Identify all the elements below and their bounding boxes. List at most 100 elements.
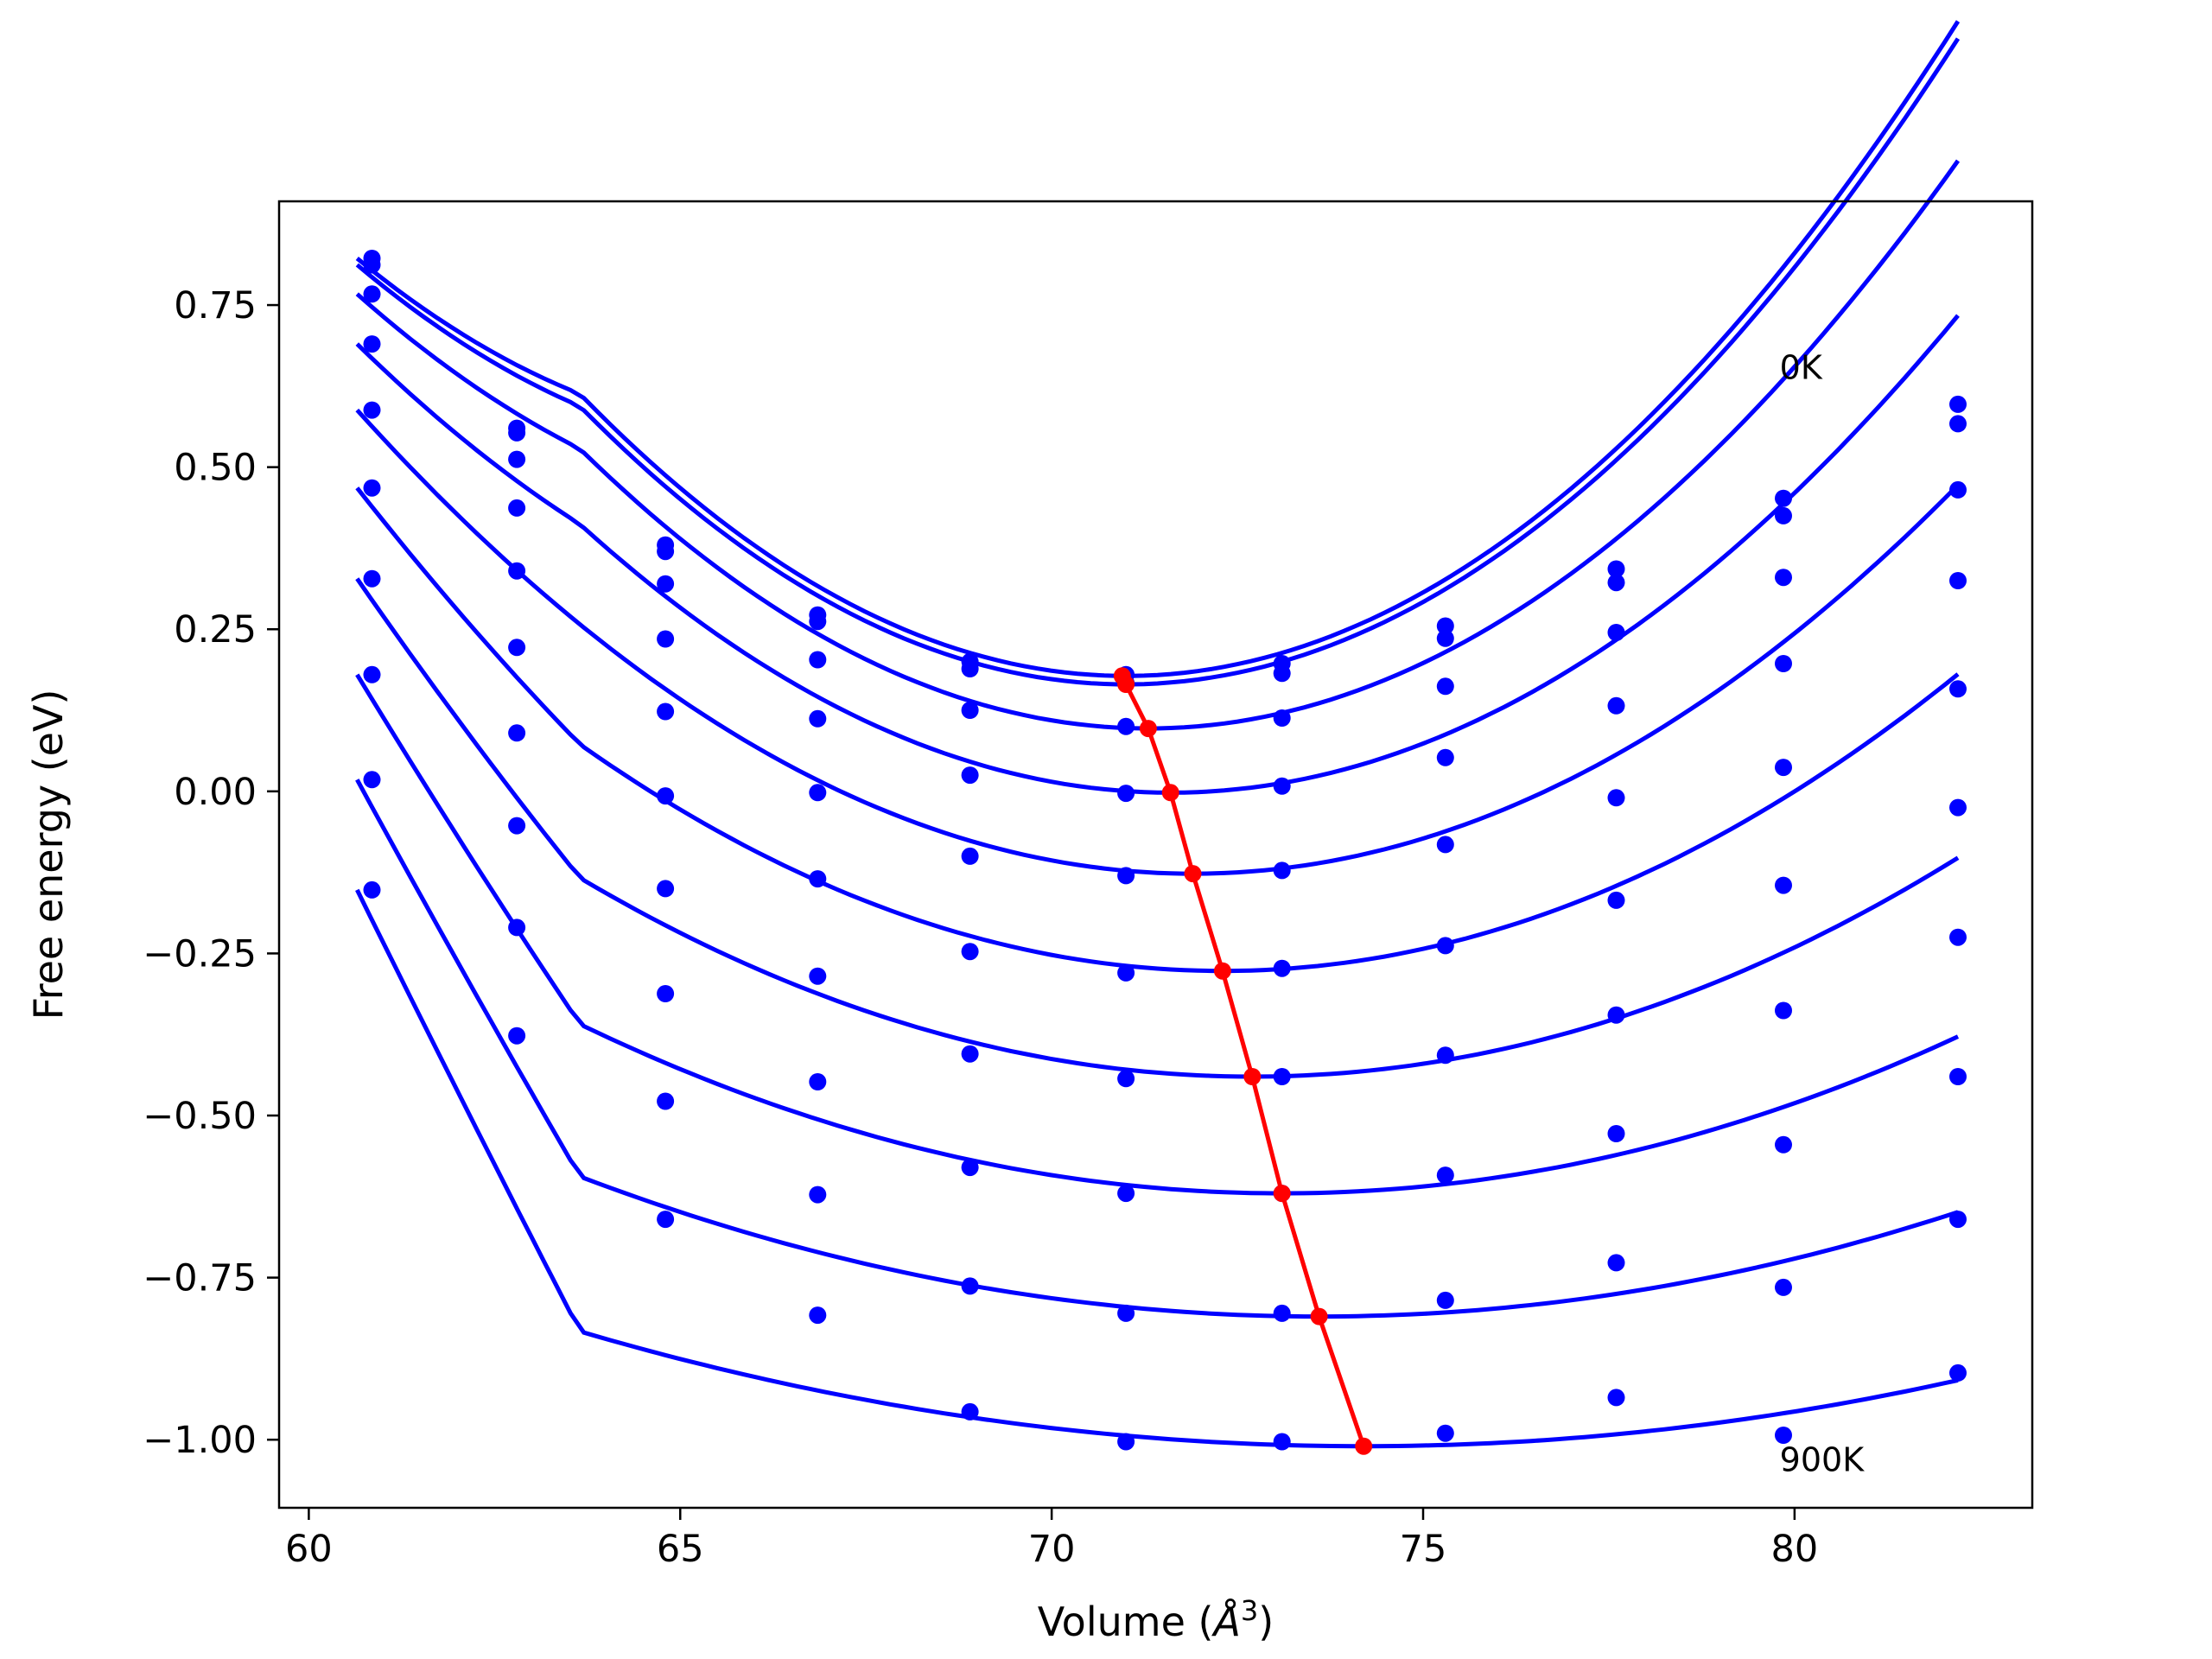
data-point-s10-9 <box>1607 1389 1625 1407</box>
data-point-s9-2 <box>508 918 526 937</box>
y-tick-label: −0.25 <box>143 932 257 976</box>
minimum-point-9 <box>1310 1307 1328 1325</box>
data-point-s9-9 <box>1607 1254 1625 1272</box>
data-point-s10-11 <box>1949 1363 1967 1382</box>
fit-curve-8 <box>355 673 1960 1196</box>
minimum-curve <box>1113 667 1373 1455</box>
x-axis-label-close: ) <box>1258 1599 1274 1645</box>
data-point-s6-4 <box>809 870 827 888</box>
x-tick-label: 70 <box>1028 1528 1076 1571</box>
y-axis-ticks: 0.75 0.50 0.25 0.00 −0.25 −0.50 −0.75 −1.00 <box>143 284 279 1462</box>
data-point-s1-10 <box>1775 489 1792 507</box>
data-point-s10-4 <box>809 1306 827 1325</box>
data-point-s1-9 <box>1607 560 1625 578</box>
y-tick-label: −1.00 <box>143 1419 257 1462</box>
data-point-s9-3 <box>657 1092 675 1110</box>
data-point-s7-10 <box>1775 1001 1792 1020</box>
minimum-point-3 <box>1139 720 1157 738</box>
data-point-s3-3 <box>657 575 675 593</box>
annotations: 0K 900K <box>1780 348 1866 1478</box>
data-point-s4-8 <box>1436 748 1454 766</box>
data-point-s8-3 <box>657 985 675 1002</box>
y-tick-label: −0.50 <box>143 1095 257 1138</box>
data-point-s6-7 <box>1273 959 1291 977</box>
data-point-s7-11 <box>1949 928 1967 946</box>
data-point-s4-10 <box>1775 655 1792 672</box>
data-point-s9-6 <box>1117 1304 1135 1322</box>
minimum-point-8 <box>1273 1185 1291 1203</box>
data-point-s9-7 <box>1273 1304 1291 1322</box>
data-point-s9-4 <box>809 1185 827 1204</box>
data-point-s7-8 <box>1436 1046 1454 1065</box>
data-point-s4-5 <box>961 766 979 785</box>
y-tick-label: 0.00 <box>174 771 257 814</box>
y-tick-label: 0.25 <box>174 608 257 652</box>
data-point-s6-11 <box>1949 798 1967 817</box>
data-point-s5-7 <box>1273 861 1291 880</box>
data-point-s3-7 <box>1273 709 1291 727</box>
data-point-s6-10 <box>1775 876 1792 894</box>
data-point-s3-9 <box>1607 624 1625 641</box>
data-point-s1-11 <box>1949 395 1967 413</box>
data-point-s10-5 <box>961 1402 979 1421</box>
data-point-s7-6 <box>1117 1070 1135 1088</box>
minimum-point-5 <box>1184 865 1202 883</box>
data-point-s7-2 <box>508 724 526 742</box>
fit-curve-10 <box>355 888 1959 1449</box>
data-point-s8-6 <box>1117 1185 1135 1203</box>
data-point-s5-6 <box>1117 867 1135 885</box>
data-point-s4-6 <box>1117 785 1135 803</box>
data-point-s5-1 <box>363 401 381 419</box>
data-point-s8-5 <box>961 1159 979 1177</box>
data-point-s4-11 <box>1949 572 1967 589</box>
data-point-s8-2 <box>508 817 526 835</box>
data-point-s1-8 <box>1436 617 1454 635</box>
data-point-s5-11 <box>1949 680 1967 698</box>
fit-curve-6 <box>355 486 1960 974</box>
annotation-2: 900K <box>1780 1441 1866 1479</box>
x-tick-label: 80 <box>1771 1528 1819 1571</box>
plot-frame <box>277 200 2034 1510</box>
data-point-s8-1 <box>363 665 381 683</box>
data-point-s10-1 <box>363 880 381 899</box>
data-point-s4-9 <box>1607 696 1625 715</box>
y-tick-label: 0.50 <box>174 447 257 490</box>
data-point-s2-7 <box>1273 664 1291 683</box>
fit-curve-5 <box>355 408 1960 876</box>
fit-curve-9 <box>355 779 1959 1319</box>
data-point-s10-10 <box>1775 1427 1792 1444</box>
x-tick-label: 60 <box>285 1528 333 1571</box>
data-point-s8-4 <box>809 1073 827 1090</box>
fit-curve-1 <box>355 20 1961 678</box>
data-point-s2-3 <box>657 543 675 561</box>
x-axis-label-exponent: 3 <box>1241 1594 1258 1627</box>
data-point-s4-3 <box>657 630 675 648</box>
data-point-s5-8 <box>1436 836 1454 854</box>
data-point-s5-4 <box>809 784 827 802</box>
data-point-s4-1 <box>363 335 381 353</box>
data-point-s3-2 <box>508 450 526 468</box>
x-axis-ticks: 60 65 70 75 80 <box>285 1508 1818 1571</box>
data-point-s2-4 <box>809 613 827 631</box>
data-point-s6-3 <box>657 787 675 805</box>
data-point-s6-6 <box>1117 963 1135 982</box>
data-point-s5-3 <box>657 702 675 721</box>
data-point-s6-1 <box>363 479 381 497</box>
fit-curve-2 <box>355 37 1961 687</box>
fit-curves <box>355 20 1961 1449</box>
data-point-s6-2 <box>508 639 526 657</box>
data-point-s8-10 <box>1775 1135 1792 1154</box>
data-point-s2-10 <box>1775 506 1792 524</box>
data-point-s7-5 <box>961 1045 979 1063</box>
x-axis-label-unit: Å <box>1211 1599 1240 1645</box>
data-point-s3-8 <box>1436 677 1454 696</box>
data-point-s5-2 <box>508 562 526 580</box>
data-point-s2-11 <box>1949 415 1967 433</box>
data-point-s8-11 <box>1949 1068 1967 1085</box>
data-point-s4-7 <box>1273 777 1291 795</box>
data-point-s6-8 <box>1436 937 1454 955</box>
x-axis-label: Volume (Å3) <box>1038 1594 1274 1645</box>
data-point-s7-9 <box>1607 1006 1625 1024</box>
data-point-s9-11 <box>1949 1211 1967 1229</box>
